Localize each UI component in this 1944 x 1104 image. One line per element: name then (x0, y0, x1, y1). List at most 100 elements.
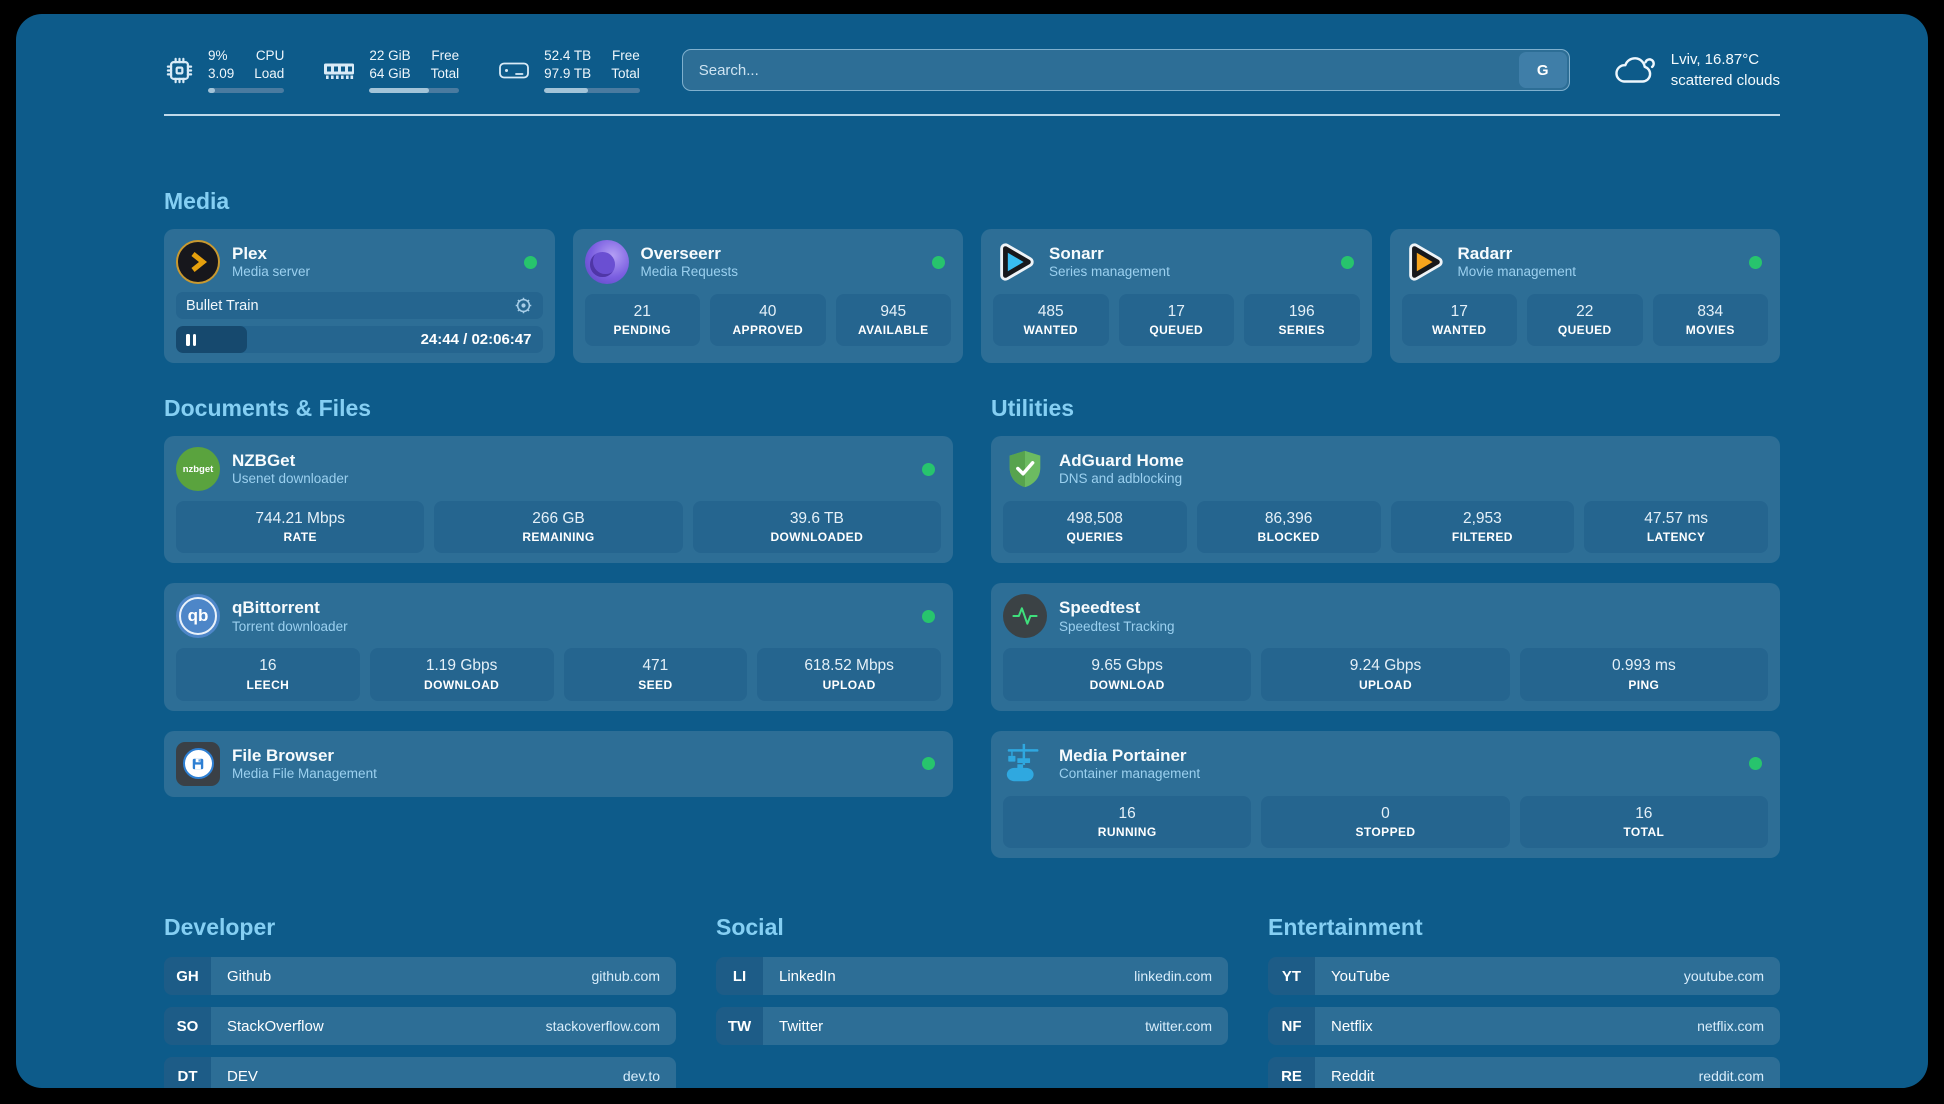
cpu-stat: 9% 3.09 CPU Load (164, 47, 285, 94)
bookmark-name: LinkedIn (779, 967, 836, 985)
bookmark-dev[interactable]: DT DEV dev.to (164, 1057, 676, 1088)
disk-icon (497, 57, 531, 84)
disk-total-value: 97.9 TB (544, 65, 592, 81)
bookmark-url: dev.to (622, 1068, 660, 1085)
stat-tile: 471 SEED (563, 648, 748, 701)
radarr-icon (1402, 240, 1446, 284)
cpu-label: CPU (255, 47, 285, 63)
pause-icon[interactable] (176, 333, 199, 346)
app-subtitle: Media File Management (232, 765, 377, 781)
section-entertainment: Entertainment YT YouTube youtube.com NF … (1268, 914, 1780, 1088)
bookmark-linkedin[interactable]: LI LinkedIn linkedin.com (716, 957, 1228, 996)
disk-free-value: 52.4 TB (544, 47, 592, 63)
bookmark-youtube[interactable]: YT YouTube youtube.com (1268, 957, 1780, 996)
bookmark-reddit[interactable]: RE Reddit reddit.com (1268, 1057, 1780, 1088)
app-name: NZBGet (232, 450, 296, 470)
app-subtitle: Speedtest Tracking (1059, 618, 1175, 634)
app-card-qbittorrent[interactable]: qb qBittorrent Torrent downloader 16 LEE… (164, 583, 953, 711)
stat-tile: 744.21 Mbps RATE (176, 501, 425, 554)
bookmark-abbr: SO (164, 1007, 211, 1046)
bookmark-twitter[interactable]: TW Twitter twitter.com (716, 1007, 1228, 1046)
app-subtitle: Media server (232, 264, 311, 280)
bookmark-abbr: LI (716, 957, 763, 996)
weather-widget[interactable]: Lviv, 16.87°C scattered clouds (1612, 49, 1780, 91)
ram-total-value: 64 GiB (369, 65, 411, 81)
app-name: AdGuard Home (1059, 450, 1184, 470)
bookmark-abbr: YT (1268, 957, 1315, 996)
ram-free-value: 22 GiB (369, 47, 411, 63)
stat-tile: 21 PENDING (584, 294, 700, 347)
overseerr-icon (584, 240, 629, 284)
header-divider (164, 114, 1780, 116)
bookmark-url: linkedin.com (1134, 968, 1212, 985)
app-card-portainer[interactable]: Media Portainer Container management 16 … (991, 730, 1780, 859)
app-subtitle: Container management (1059, 765, 1201, 781)
app-subtitle: Series management (1049, 264, 1170, 280)
stat-tile: 47.57 ms LATENCY (1584, 501, 1768, 554)
bookmark-url: stackoverflow.com (545, 1018, 660, 1035)
status-dot (1340, 255, 1354, 269)
app-card-plex[interactable]: Plex Media server Bullet Train (164, 229, 555, 363)
system-stats: 9% 3.09 CPU Load (164, 47, 640, 94)
bookmark-abbr: DT (164, 1057, 211, 1088)
ram-progress-bar (369, 88, 460, 94)
section-documents: Documents & Files nzbget NZBGet Usenet d… (164, 395, 953, 797)
ram-stat: 22 GiB 64 GiB Free Total (322, 47, 460, 94)
bookmark-name: DEV (227, 1067, 258, 1085)
app-card-nzbget[interactable]: nzbget NZBGet Usenet downloader 744.21 M… (164, 436, 953, 564)
disk-free-label: Free (611, 47, 640, 63)
bookmark-name: StackOverflow (227, 1017, 324, 1035)
stat-tile: 2,953 FILTERED (1390, 501, 1575, 554)
section-title-social: Social (716, 914, 784, 941)
bookmark-url: youtube.com (1683, 968, 1764, 985)
stat-tile: 834 MOVIES (1652, 294, 1768, 347)
stat-tile: 16 TOTAL (1519, 795, 1768, 849)
bookmark-stackoverflow[interactable]: SO StackOverflow stackoverflow.com (164, 1007, 676, 1046)
app-subtitle: Media Requests (640, 264, 739, 280)
section-title-entertainment: Entertainment (1268, 914, 1423, 941)
bookmark-abbr: RE (1268, 1057, 1315, 1088)
status-dot (932, 255, 945, 269)
section-title-documents: Documents & Files (164, 395, 372, 421)
ram-icon (322, 58, 356, 83)
app-name: Media Portainer (1059, 745, 1187, 765)
bookmark-netflix[interactable]: NF Netflix netflix.com (1268, 1007, 1780, 1046)
stat-tile: 498,508 QUERIES (1003, 501, 1187, 554)
app-card-radarr[interactable]: Radarr Movie management 17 WANTED 22 QUE… (1389, 229, 1780, 363)
portainer-icon (1003, 742, 1047, 786)
app-card-sonarr[interactable]: Sonarr Series management 485 WANTED 17 Q… (981, 229, 1372, 363)
stat-tile: 17 WANTED (1401, 294, 1517, 347)
search-bar: G (681, 49, 1570, 91)
app-card-filebrowser[interactable]: File Browser Media File Management (164, 730, 953, 797)
sonarr-icon (993, 240, 1037, 284)
cpu-icon (164, 55, 195, 86)
bookmark-name: Reddit (1331, 1067, 1375, 1085)
app-card-speedtest[interactable]: Speedtest Speedtest Tracking 9.65 Gbps D… (991, 583, 1780, 711)
search-engine-button[interactable]: G (1518, 52, 1567, 88)
plex-icon (176, 240, 220, 284)
app-card-adguard[interactable]: AdGuard Home DNS and adblocking 498,508 … (991, 436, 1780, 564)
search-input[interactable] (681, 49, 1570, 91)
stat-tile: 17 QUEUED (1118, 294, 1234, 347)
app-name: Overseerr (640, 243, 721, 263)
now-playing-title: Bullet Train (186, 297, 259, 314)
bookmark-url: twitter.com (1145, 1018, 1212, 1035)
bookmark-abbr: NF (1268, 1007, 1315, 1046)
stat-tile: 485 WANTED (993, 294, 1109, 347)
ram-total-label: Total (430, 65, 460, 81)
bookmark-name: Github (227, 967, 272, 985)
bookmark-github[interactable]: GH Github github.com (164, 957, 676, 996)
section-title-developer: Developer (164, 914, 276, 941)
stat-tile: 196 SERIES (1244, 294, 1360, 347)
ram-free-label: Free (431, 47, 460, 63)
stat-tile: 16 LEECH (176, 648, 360, 701)
status-dot (523, 255, 537, 269)
gear-icon[interactable] (514, 296, 533, 315)
bookmark-url: reddit.com (1698, 1068, 1764, 1085)
status-dot (922, 462, 935, 476)
app-name: Radarr (1457, 243, 1513, 263)
status-dot (1749, 757, 1762, 771)
status-dot (922, 757, 935, 771)
app-card-overseerr[interactable]: Overseerr Media Requests 21 PENDING 40 A… (572, 229, 963, 363)
stat-tile: 945 AVAILABLE (835, 294, 951, 347)
